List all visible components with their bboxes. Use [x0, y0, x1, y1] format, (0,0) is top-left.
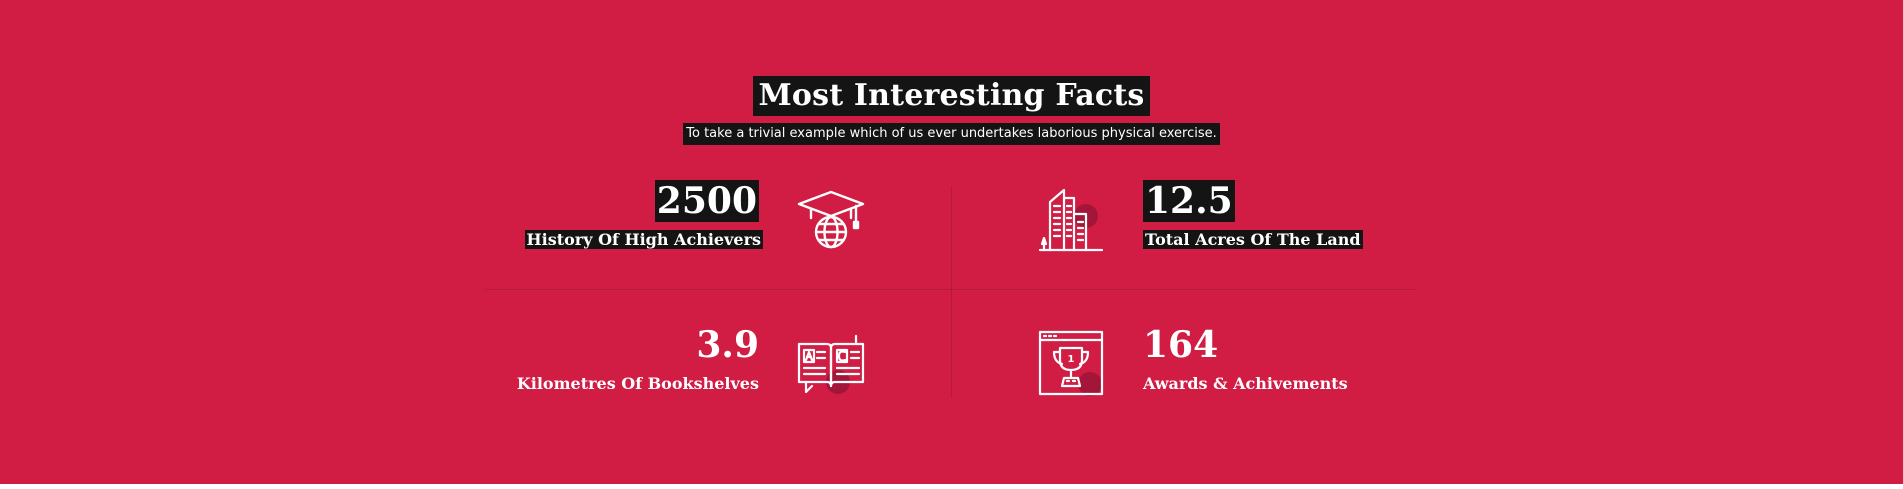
trophy-certificate-icon: 1 — [1036, 328, 1106, 398]
svg-text:1: 1 — [1068, 354, 1075, 365]
fact-value: 12.5 — [1143, 180, 1235, 222]
open-book-icon — [796, 330, 866, 400]
buildings-icon — [1036, 184, 1106, 254]
vertical-divider — [951, 186, 952, 398]
fact-label: Kilometres Of Bookshelves — [516, 374, 759, 393]
section-title: Most Interesting Facts — [0, 76, 1903, 116]
fact-label: Awards & Achivements — [1143, 374, 1348, 393]
fact-value: 3.9 — [696, 324, 759, 366]
graduation-globe-icon — [796, 186, 866, 256]
fact-label: History Of High Achievers — [524, 230, 763, 249]
section-subtitle: To take a trivial example which of us ev… — [0, 122, 1903, 145]
fact-value: 164 — [1143, 324, 1219, 366]
horizontal-divider — [485, 289, 1417, 290]
fact-label: Total Acres Of The Land — [1143, 230, 1363, 249]
fact-value: 2500 — [654, 180, 759, 222]
